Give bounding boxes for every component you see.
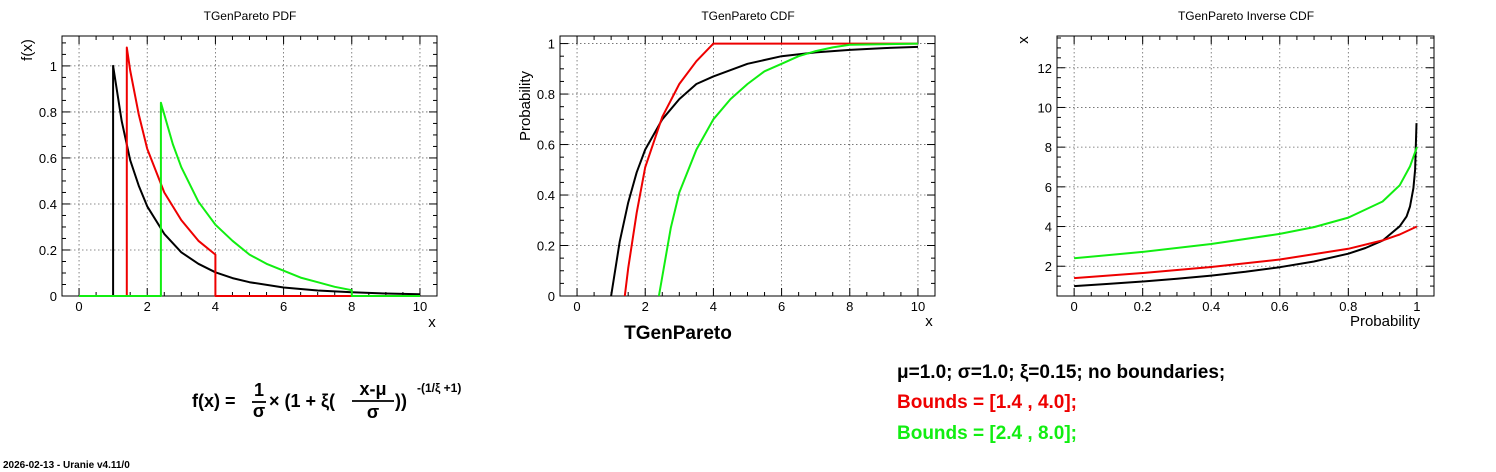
cdf-xtick-label: 10 <box>911 299 925 314</box>
inv-xtick-label: 0.2 <box>1134 299 1152 314</box>
pdf-xtick-label: 8 <box>348 299 355 314</box>
pdf-title: TGenPareto PDF <box>204 9 297 23</box>
cdf-series-black <box>610 45 919 297</box>
inv-ylabel: x <box>1015 36 1032 44</box>
formula-times: × (1 + ξ( <box>269 391 335 412</box>
inv-xtick-label: 1 <box>1413 299 1420 314</box>
inv-series-red <box>1074 225 1418 280</box>
formula-lhs: f(x) = <box>192 391 236 411</box>
pdf-xtick-label: 4 <box>212 299 219 314</box>
inv-ytick-label: 2 <box>1045 259 1052 274</box>
pdf-xtick-label: 2 <box>144 299 151 314</box>
inv-ytick-label: 10 <box>1038 100 1052 115</box>
inv-ytick-label: 6 <box>1045 180 1052 195</box>
cdf-xtick-label: 8 <box>846 299 853 314</box>
pdf-series-black <box>79 64 421 297</box>
pdf-ytick-label: 0.8 <box>39 105 57 120</box>
inv-series-black <box>1074 123 1418 288</box>
cdf-ytick-label: 0.8 <box>537 87 555 102</box>
cdf-series-green <box>657 42 919 297</box>
cdf-ytick-label: 0.6 <box>537 138 555 153</box>
pdf-plot-frame <box>61 35 438 297</box>
pdf-panel: TGenPareto PDF 0 2 4 6 8 10 0 0.2 0.4 0.6 0.8 1 x f(x) <box>19 9 438 331</box>
inv-ytick-label: 4 <box>1045 220 1052 235</box>
inv-title: TGenPareto Inverse CDF <box>1178 9 1314 23</box>
cdf-xtick-label: 4 <box>710 299 717 314</box>
inv-xlabel: Probability <box>1350 313 1421 330</box>
cdf-xtick-label: 0 <box>573 299 580 314</box>
pdf-series-red <box>79 46 420 297</box>
formula-inner-den: σ <box>367 402 379 422</box>
cdf-ytick-label: 0.2 <box>537 239 555 254</box>
pdf-series-green <box>79 101 420 297</box>
pdf-formula: f(x) = 1 σ × (1 + ξ( x-μ σ )) -(1/ξ +1) <box>192 379 461 422</box>
inv-ytick-label: 8 <box>1045 140 1052 155</box>
cdf-xtick-label: 6 <box>778 299 785 314</box>
cdf-xtick-label: 2 <box>642 299 649 314</box>
footer-stamp: 2026-02-13 - Uranie v4.11/0 <box>3 460 130 471</box>
formula-close: )) <box>395 391 407 411</box>
inv-xtick-label: 0.8 <box>1339 299 1357 314</box>
pdf-xtick-label: 6 <box>280 299 287 314</box>
pdf-ytick-label: 1 <box>50 59 57 74</box>
cdf-xlabel: x <box>925 313 933 330</box>
pdf-ylabel: f(x) <box>19 39 36 61</box>
legend-red: Bounds = [1.4 , 4.0]; <box>897 392 1077 413</box>
cdf-ytick-label: 1 <box>548 37 555 52</box>
pdf-ytick-label: 0.2 <box>39 243 57 258</box>
pdf-ytick-label: 0.6 <box>39 151 57 166</box>
legend-black: μ=1.0; σ=1.0; ξ=0.15; no boundaries; <box>897 362 1225 383</box>
cdf-ytick-label: 0.4 <box>537 188 555 203</box>
pdf-ytick-label: 0.4 <box>39 197 57 212</box>
pdf-xtick-label: 0 <box>75 299 82 314</box>
inv-plot-frame <box>1056 35 1435 297</box>
formula-frac-den: σ <box>253 401 265 421</box>
inv-xtick-label: 0 <box>1071 299 1078 314</box>
inv-ytick-label: 12 <box>1038 61 1052 76</box>
inv-xtick-label: 0.4 <box>1202 299 1220 314</box>
pdf-xlabel: x <box>428 314 436 331</box>
inv-series-green <box>1074 146 1418 260</box>
legend-green: Bounds = [2.4 , 8.0]; <box>897 423 1077 444</box>
formula-inner-num: x-μ <box>359 379 386 399</box>
cdf-caption: TGenPareto <box>624 323 732 344</box>
cdf-title: TGenPareto CDF <box>701 9 794 23</box>
cdf-ytick-label: 0 <box>548 289 555 304</box>
cdf-ylabel: Probability <box>517 70 534 141</box>
pdf-xtick-label: 10 <box>413 299 427 314</box>
formula-exponent: -(1/ξ +1) <box>417 381 461 395</box>
formula-frac-num: 1 <box>254 380 264 400</box>
inv-xtick-label: 0.6 <box>1271 299 1289 314</box>
cdf-plot-frame <box>559 35 936 297</box>
cdf-series-red <box>623 42 918 297</box>
pdf-ytick-label: 0 <box>50 289 57 304</box>
cdf-panel: TGenPareto CDF 0 2 4 6 8 10 0 0.2 0.4 0.6 0.8 1 x Prob… <box>517 9 936 330</box>
